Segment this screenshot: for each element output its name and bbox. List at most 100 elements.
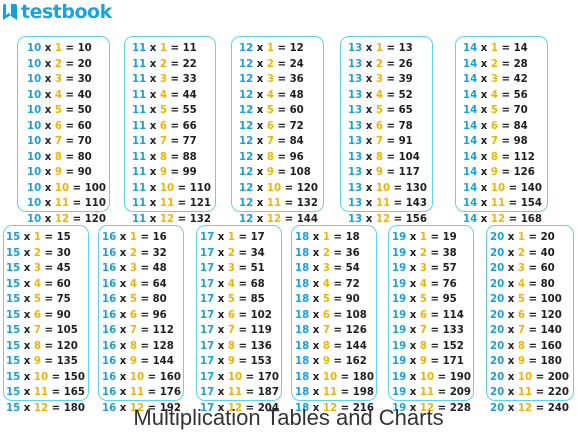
row-result: 90 [345,294,360,305]
row-multiplier: 12 [517,402,533,414]
row-multiplier: 10 [490,182,506,194]
row-base: 19 [392,309,407,321]
row-result: 11 [182,43,197,54]
table-row: 11 x 8 = 88 [132,150,215,166]
table-row: 16 x 3 = 48 [102,261,183,277]
row-result: 144 [152,356,174,367]
row-base: 12 [239,136,254,147]
row-base: 11 [132,151,147,163]
equals-sign: = [40,247,57,259]
row-result: 38 [442,247,457,259]
times-sign: x [477,43,491,54]
row-multiplier: 4 [375,89,383,101]
equals-sign: = [426,247,443,259]
table-row: 18 x 6 = 108 [295,308,376,324]
row-multiplier: 7 [490,136,498,147]
times-sign: x [20,247,34,259]
row-result: 128 [152,340,174,352]
equals-sign: = [234,278,251,290]
row-base: 11 [132,120,147,132]
table-row: 16 x 11 = 176 [102,385,183,401]
row-multiplier: 11 [266,198,282,209]
row-result: 110 [84,198,106,209]
times-sign: x [504,309,518,321]
table-row: 19 x 2 = 38 [392,246,473,262]
row-result: 120 [84,213,106,225]
times-sign: x [309,294,323,305]
row-result: 24 [289,58,304,70]
times-sign: x [406,247,420,259]
row-result: 88 [182,151,197,163]
table-row: 11 x 6 = 66 [132,119,215,135]
row-result: 228 [449,402,471,414]
row-base: 10 [27,105,42,116]
row-base: 12 [239,213,254,225]
row-multiplier: 8 [517,340,525,352]
row-base: 15 [6,294,21,305]
times-sign: x [41,105,55,116]
row-multiplier: 2 [227,247,235,259]
times-sign: x [309,356,323,367]
times-sign: x [116,309,130,321]
row-result: 133 [442,325,464,336]
times-sign: x [20,278,34,290]
equals-sign: = [497,120,514,132]
row-multiplier: 2 [419,247,427,259]
times-sign: x [214,340,228,352]
row-base: 10 [27,151,42,163]
row-base: 13 [348,105,363,116]
row-multiplier: 7 [33,325,41,336]
table-row: 12 x 5 = 60 [239,103,323,119]
row-base: 17 [200,232,215,243]
row-result: 126 [513,167,535,178]
row-base: 18 [295,294,310,305]
row-base: 18 [295,356,310,367]
table-row: 19 x 12 = 228 [392,401,473,417]
equals-sign: = [166,151,183,163]
row-base: 18 [295,247,310,259]
table-row: 15 x 6 = 90 [6,308,88,324]
row-multiplier: 7 [375,136,383,147]
row-base: 17 [200,263,215,274]
table-row: 12 x 11 = 132 [239,196,323,212]
row-multiplier: 6 [490,120,498,132]
row-base: 13 [348,43,363,54]
equals-sign: = [329,356,346,367]
table-row: 18 x 2 = 36 [295,246,376,262]
equals-sign: = [136,294,153,305]
row-base: 11 [132,58,147,70]
row-result: 96 [289,151,304,163]
row-multiplier: 4 [159,89,167,101]
times-sign: x [116,232,130,243]
row-base: 19 [392,294,407,305]
table-card-10: 10 x 1 = 10 10 x 2 = 20 10 x 3 = 30 10 x 4 … [17,36,110,225]
table-row: 14 x 7 = 98 [463,134,547,150]
row-base: 20 [490,247,505,259]
equals-sign: = [329,263,346,274]
times-sign: x [41,151,55,163]
equals-sign: = [273,43,290,54]
equals-sign: = [273,120,290,132]
table-row: 13 x 7 = 91 [348,134,432,150]
row-result: 160 [540,340,562,352]
row-multiplier: 3 [490,74,498,85]
row-base: 17 [200,387,215,398]
row-result: 76 [442,278,457,290]
row-multiplier: 2 [517,247,525,259]
times-sign: x [253,198,267,209]
row-base: 20 [490,325,505,336]
row-multiplier: 11 [227,387,243,398]
row-multiplier: 8 [375,151,383,163]
row-base: 19 [392,247,407,259]
row-result: 140 [520,182,542,194]
equals-sign: = [273,89,290,101]
row-multiplier: 1 [159,43,167,54]
row-base: 19 [392,232,407,243]
equals-sign: = [174,198,190,209]
table-row: 19 x 6 = 114 [392,308,473,324]
table-row: 10 x 9 = 90 [27,165,109,181]
times-sign: x [362,167,376,178]
table-row: 13 x 2 = 26 [348,57,432,73]
table-row: 14 x 3 = 42 [463,72,547,88]
row-result: 68 [250,278,265,290]
